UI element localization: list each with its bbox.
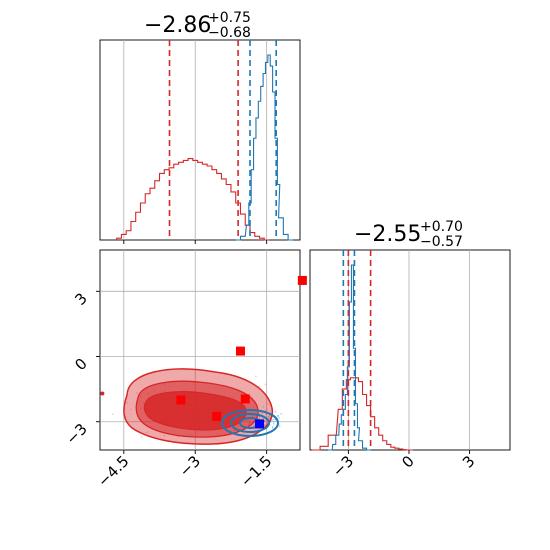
- blue-sample-point: [268, 415, 271, 417]
- x-tick-label: 0: [398, 452, 417, 471]
- param1-title-upper: +0.75: [208, 10, 251, 26]
- red-sample-point: [255, 375, 257, 378]
- red-sample-point: [266, 403, 269, 405]
- param1-title: −2.86 +0.75 −0.68: [144, 10, 251, 41]
- red-density-contours: [100, 368, 274, 445]
- blue-sample-point: [261, 412, 264, 414]
- y-tick-label: 3: [71, 289, 90, 308]
- blue-sample-point: [263, 420, 266, 422]
- blue-sample-point: [278, 425, 281, 428]
- red-sample-point: [136, 392, 138, 394]
- blue-contour-outer: [221, 409, 279, 437]
- red-sample-point: [264, 383, 267, 386]
- blue-sample-point: [271, 427, 274, 429]
- blue-sample-point: [269, 416, 271, 419]
- param2-histogram-panel: −3 0 3: [309, 249, 511, 480]
- blue-sample-point: [272, 418, 275, 421]
- red-sample-point: [163, 434, 166, 437]
- param1-histogram-panel: [99, 39, 301, 244]
- red-outlier-point: [100, 391, 105, 396]
- x-tick-label: −1.5: [237, 452, 275, 490]
- red-sample-point: [145, 431, 148, 434]
- blue-contour-mid: [230, 413, 270, 433]
- red-sample-point: [266, 408, 268, 411]
- x-tick-label: −3: [176, 452, 204, 480]
- blue-sample-point: [272, 426, 274, 428]
- param2-title: −2.55 +0.70 −0.57: [354, 219, 463, 250]
- blue-sample-point: [271, 419, 273, 422]
- joint-panel: −4.5 −3 −1.5−303: [62, 249, 307, 491]
- param2-title-lower: −0.57: [420, 234, 463, 250]
- blue-sample-point: [258, 417, 260, 420]
- blue-sample-point: [272, 420, 275, 423]
- blue-sample-point: [277, 415, 279, 418]
- red-square-marker: [240, 394, 250, 404]
- red-square-marker: [176, 395, 186, 405]
- red-square-marker: [297, 275, 307, 285]
- blue-sample-point: [272, 422, 275, 425]
- red-square-marker: [212, 411, 222, 421]
- blue-sample-point: [277, 414, 279, 417]
- red-sample-point: [262, 405, 265, 408]
- red-sample-point: [140, 436, 143, 438]
- red-sample-point: [126, 401, 128, 404]
- red-sample-point: [130, 408, 132, 411]
- blue-sample-point: [268, 417, 270, 420]
- blue-sample-point: [252, 425, 255, 427]
- y-tick-label: 0: [71, 355, 90, 374]
- blue-sample-point: [280, 413, 283, 415]
- blue-sample-point: [278, 417, 280, 419]
- param1-title-value: −2.86: [144, 13, 211, 38]
- param2-title-value: −2.55: [354, 222, 421, 247]
- blue-density-contours: [221, 409, 279, 437]
- param2-histogram-frame: [309, 249, 511, 451]
- blue-series-histogram: [328, 264, 371, 451]
- joint-gridlines: [100, 250, 300, 450]
- blue-sample-point: [267, 415, 270, 418]
- param1-title-lower: −0.68: [208, 25, 251, 41]
- blue-sample-point: [274, 410, 277, 413]
- red-series-histogram: [116, 158, 270, 241]
- blue-sample-point: [253, 424, 256, 426]
- param1-gridlines: [123, 40, 268, 240]
- x-tick-label: −4.5: [94, 452, 132, 490]
- x-tick-label: 3: [459, 452, 478, 471]
- red-sample-point: [258, 385, 261, 388]
- red-sample-point: [111, 413, 114, 416]
- x-tick-label: −3: [329, 452, 357, 480]
- y-tick-label: −3: [62, 420, 90, 448]
- param2-title-upper: +0.70: [420, 219, 463, 235]
- blue-square-marker: [255, 419, 265, 429]
- red-square-marker: [235, 346, 245, 356]
- param1-histogram-frame: [99, 39, 301, 241]
